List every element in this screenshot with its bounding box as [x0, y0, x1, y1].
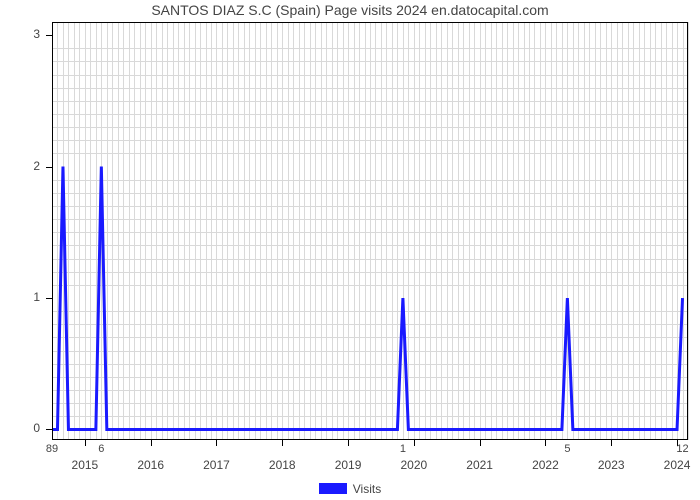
line-series — [52, 22, 688, 440]
legend-swatch — [319, 483, 347, 494]
y-tick-label: 3 — [0, 27, 40, 41]
x-tick-label: 2019 — [335, 458, 362, 472]
x-tick-label: 2018 — [269, 458, 296, 472]
x-tick-label: 2022 — [532, 458, 559, 472]
point-value-label: 5 — [564, 443, 570, 455]
legend-label: Visits — [353, 482, 381, 496]
y-tick-label: 0 — [0, 421, 40, 435]
point-value-label: 89 — [46, 443, 58, 455]
legend: Visits — [0, 481, 700, 496]
x-tick-label: 2017 — [203, 458, 230, 472]
y-tick-label: 1 — [0, 290, 40, 304]
x-tick-label: 2020 — [401, 458, 428, 472]
x-tick-label: 2023 — [598, 458, 625, 472]
point-value-label: 12 — [676, 443, 688, 455]
plot-area — [52, 22, 688, 440]
x-tick-label: 2015 — [72, 458, 99, 472]
x-tick-label: 2016 — [137, 458, 164, 472]
chart-title: SANTOS DIAZ S.C (Spain) Page visits 2024… — [0, 2, 700, 18]
point-value-label: 6 — [98, 443, 104, 455]
x-tick-label: 2024 — [664, 458, 691, 472]
point-value-label: 1 — [400, 443, 406, 455]
y-tick-label: 2 — [0, 159, 40, 173]
x-tick-label: 2021 — [466, 458, 493, 472]
